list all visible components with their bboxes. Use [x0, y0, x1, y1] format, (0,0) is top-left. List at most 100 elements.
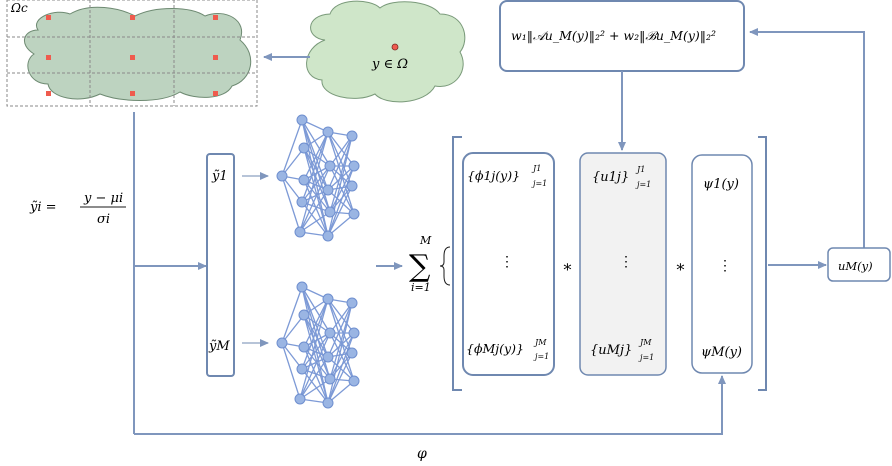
- domain-blob: [24, 6, 252, 101]
- phi-top-sub: j=1: [531, 179, 547, 188]
- nn-node: [348, 327, 360, 339]
- nn-edge: [301, 298, 329, 370]
- nn-edge: [327, 380, 355, 404]
- domain-grid: Ωc: [6, 0, 258, 107]
- nn-edge: [327, 131, 355, 167]
- psi-box: [691, 154, 753, 374]
- nn-edge: [329, 165, 355, 213]
- nn-edge: [301, 286, 331, 334]
- nn-edge: [301, 131, 329, 203]
- output-box: [827, 247, 891, 282]
- nn-edge: [329, 302, 353, 334]
- nn-edge: [303, 314, 329, 358]
- nn-node: [348, 160, 360, 172]
- nn-node: [324, 206, 336, 218]
- nn-node: [322, 184, 334, 196]
- u-vdots: ⋮: [619, 254, 633, 270]
- nn-edge: [303, 131, 329, 181]
- neural-network-top: [276, 114, 360, 242]
- nn-node: [322, 397, 334, 409]
- nn-node: [296, 114, 308, 126]
- left-bracket: [452, 136, 462, 391]
- omega-c-label: Ωc: [10, 1, 28, 15]
- sample-point: [391, 43, 399, 51]
- nn-node: [276, 337, 288, 349]
- u-bottom-sup: JM: [638, 338, 652, 347]
- normalization-formula: ỹi = y − μi σi: [29, 191, 126, 227]
- nn-edge: [327, 332, 355, 358]
- nn-edge: [327, 185, 353, 237]
- nn-edge: [281, 147, 305, 177]
- star-1: ∗: [562, 257, 573, 276]
- nn-edge: [303, 147, 329, 191]
- grid-border: [6, 0, 258, 107]
- collocation-points: [46, 15, 218, 96]
- varphi-label: φ: [417, 446, 427, 462]
- nn-edge: [329, 352, 353, 380]
- nn-edge: [303, 314, 331, 380]
- nn-edge: [299, 211, 331, 233]
- u-bottom-sub: j=1: [638, 353, 654, 362]
- arrow-output-to-loss: [749, 28, 865, 248]
- nn-node: [296, 363, 308, 375]
- nn-edge: [329, 185, 353, 213]
- nn-node: [322, 351, 334, 363]
- nn-edge: [299, 332, 331, 400]
- nn-node: [348, 375, 360, 387]
- nn-edge: [303, 314, 329, 404]
- nn-node: [324, 160, 336, 172]
- nn-node: [296, 196, 308, 208]
- arrow-varphi-path: [134, 375, 726, 435]
- y-in-omega-label: y ∈ Ω: [371, 57, 408, 72]
- nn-node: [294, 226, 306, 238]
- sum-upper: M: [419, 234, 432, 247]
- psi-vdots: ⋮: [718, 258, 732, 274]
- phi-vdots: ⋮: [500, 254, 514, 270]
- nn-edge: [301, 119, 331, 167]
- nn-edge: [327, 352, 353, 404]
- nn-node: [276, 170, 288, 182]
- left-brace: [439, 246, 451, 286]
- neural-network-bottom: [276, 281, 360, 409]
- nn-edge: [327, 332, 355, 404]
- nn-node: [298, 341, 310, 353]
- phi-bottom-sub: j=1: [533, 352, 549, 361]
- nn-node: [324, 373, 336, 385]
- nn-edge: [303, 298, 329, 348]
- nn-edge: [299, 378, 331, 400]
- nn-node: [346, 297, 358, 309]
- nn-edge: [299, 356, 329, 400]
- nn-node: [298, 142, 310, 154]
- u-top-sup: J1: [635, 165, 645, 174]
- nn-edge: [327, 135, 353, 191]
- nn-edge: [281, 314, 305, 344]
- output-label: uM(y): [838, 259, 873, 273]
- nn-node: [296, 281, 308, 293]
- nn-edge: [329, 135, 353, 167]
- right-bracket: [758, 136, 767, 391]
- nn-node: [322, 230, 334, 242]
- sum-lower: i=1: [411, 281, 431, 294]
- phi-top: {ϕ1j(y)}: [467, 168, 520, 183]
- nn-edge: [303, 147, 331, 213]
- psi-bottom: ψM(y): [701, 345, 742, 360]
- nn-edge: [327, 298, 355, 334]
- grid-lines: [7, 0, 257, 106]
- nn-edge: [327, 135, 353, 237]
- nn-node: [322, 126, 334, 138]
- phi-bottom-sup: JM: [533, 338, 547, 347]
- svg-text:y − μi: y − μi: [83, 191, 123, 206]
- sum-symbol: ∑: [409, 249, 431, 284]
- nn-edge: [329, 332, 355, 380]
- nn-node: [346, 130, 358, 142]
- phi-top-sup: J1: [531, 164, 541, 173]
- nn-edge: [281, 119, 303, 177]
- nn-node: [324, 327, 336, 339]
- nn-edge: [301, 332, 331, 370]
- star-2: ∗: [675, 257, 686, 276]
- nn-edge: [299, 165, 331, 233]
- nn-edge: [281, 175, 301, 233]
- nn-edge: [299, 298, 329, 400]
- psi-top: ψ1(y): [703, 177, 739, 192]
